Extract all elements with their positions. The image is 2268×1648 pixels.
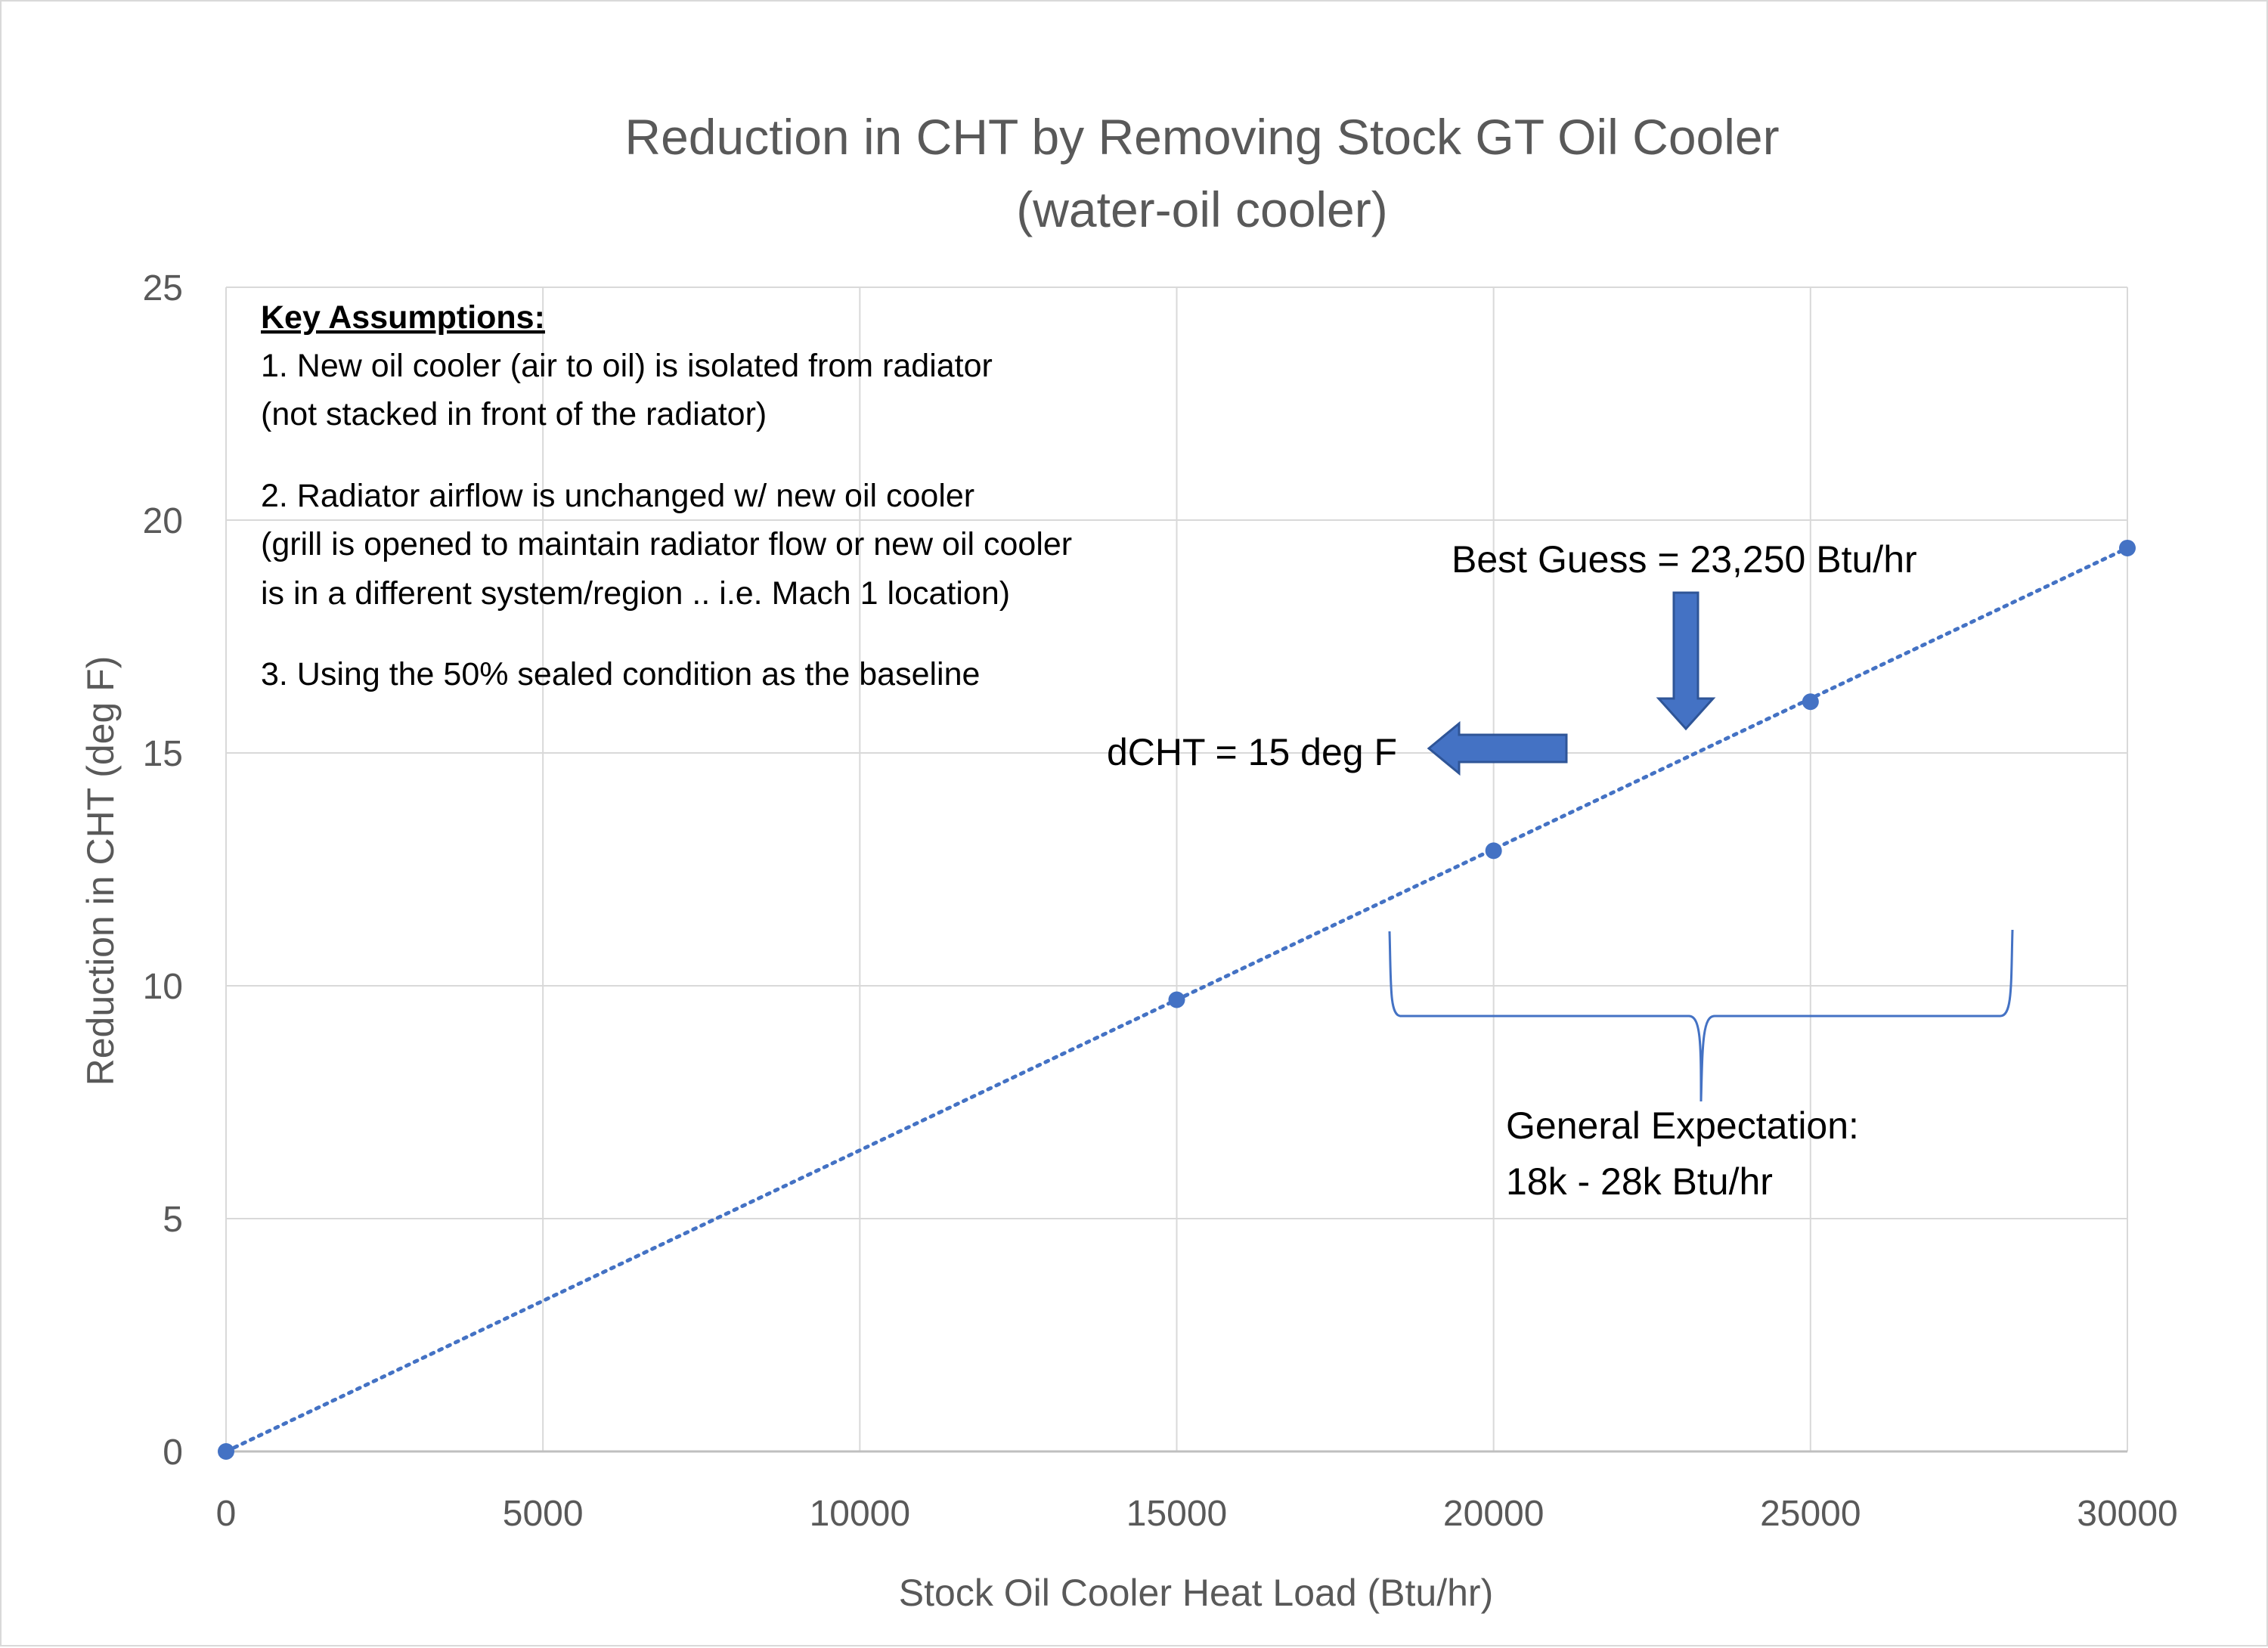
y-tick-label: 5 [163,1200,183,1240]
assumption-line-4: (grill is opened to maintain radiator fl… [261,526,1072,562]
assumption-line-3: 2. Radiator airflow is unchanged w/ new … [261,478,974,514]
assumption-line-2: (not stacked in front of the radiator) [261,396,767,432]
y-tick-label: 25 [143,268,183,308]
assumptions-heading: Key Assumptions: [261,299,545,336]
x-tick-label: 30000 [2077,1494,2177,1534]
y-tick-label: 20 [143,501,183,541]
x-tick-label: 15000 [1126,1494,1227,1534]
expectation-label-line2: 18k - 28k Btu/hr [1506,1160,1773,1203]
dcht-label: dCHT = 15 deg F [1107,731,1397,773]
x-tick-label: 0 [216,1494,237,1534]
data-point [1802,693,1819,711]
assumptions-box: Key Assumptions: 1. New oil cooler (air … [261,299,1072,692]
y-axis-title: Reduction in CHT (deg F) [79,656,122,1086]
down-arrow-icon [1656,591,1716,731]
grid-lines [225,287,2128,1453]
data-point [1168,991,1185,1008]
y-tick-label: 0 [163,1433,183,1473]
data-point [2119,539,2136,556]
chart-title-line1: Reduction in CHT by Removing Stock GT Oi… [624,109,1779,165]
x-axis-title: Stock Oil Cooler Heat Load (Btu/hr) [899,1572,1493,1614]
data-point [1485,842,1502,860]
x-tick-label: 5000 [503,1494,584,1534]
expectation-brace-icon [1388,929,2014,1102]
x-tick-label: 10000 [810,1494,910,1534]
data-point [218,1443,234,1460]
data-points [218,539,2136,1460]
expectation-label-line1: General Expectation: [1506,1104,1859,1147]
x-tick-label: 20000 [1443,1494,1544,1534]
chart-title-line2: (water-oil cooler) [1016,181,1387,237]
best-guess-label: Best Guess = 23,250 Btu/hr [1452,538,1917,581]
x-tick-label: 25000 [1760,1494,1861,1534]
assumption-line-6: 3. Using the 50% sealed condition as the… [261,656,980,692]
y-tick-label: 10 [143,967,183,1007]
left-arrow-icon [1427,720,1568,776]
y-tick-label: 15 [143,734,183,774]
assumption-line-1: 1. New oil cooler (air to oil) is isolat… [261,348,993,384]
assumption-line-5: is in a different system/region .. i.e. … [261,575,1010,612]
tick-labels: 0 5 10 15 20 25 0 5000 10000 15000 20000 25000 30000 [143,268,2178,1534]
